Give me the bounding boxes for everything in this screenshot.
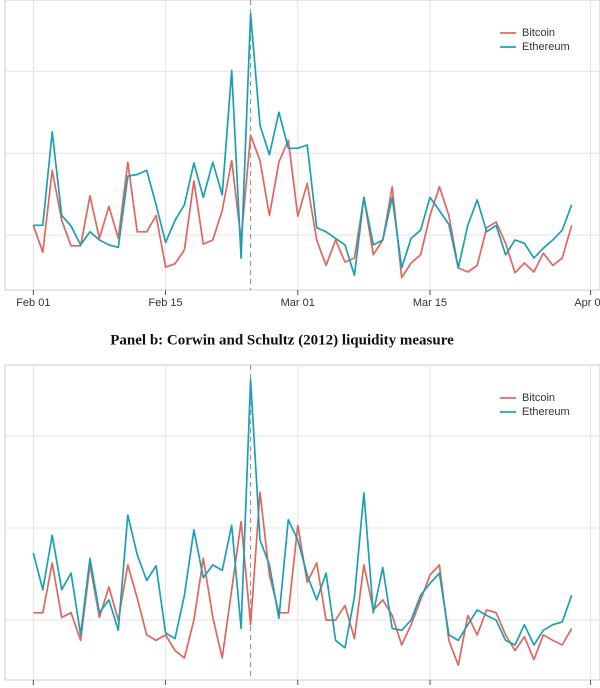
x-tick-label: Feb 01 [16, 297, 50, 309]
legend-label: Bitcoin [522, 27, 555, 39]
x-tick-label: Apr 01 [574, 297, 600, 309]
legend-label: Bitcoin [522, 392, 555, 404]
series-line [32, 378, 573, 649]
legend-label: Ethereum [522, 41, 570, 53]
legend-label: Ethereum [522, 406, 570, 418]
plot-area [4, 364, 600, 681]
x-tick-label: Mar 15 [413, 297, 447, 309]
series-line [33, 491, 573, 667]
panel-title: Panel b: Corwin and Schultz (2012) liqui… [110, 332, 454, 348]
x-tick-label: Mar 01 [281, 297, 315, 309]
x-tick-label: Feb 15 [148, 297, 182, 309]
series-line [33, 13, 573, 277]
series-line [32, 134, 573, 279]
